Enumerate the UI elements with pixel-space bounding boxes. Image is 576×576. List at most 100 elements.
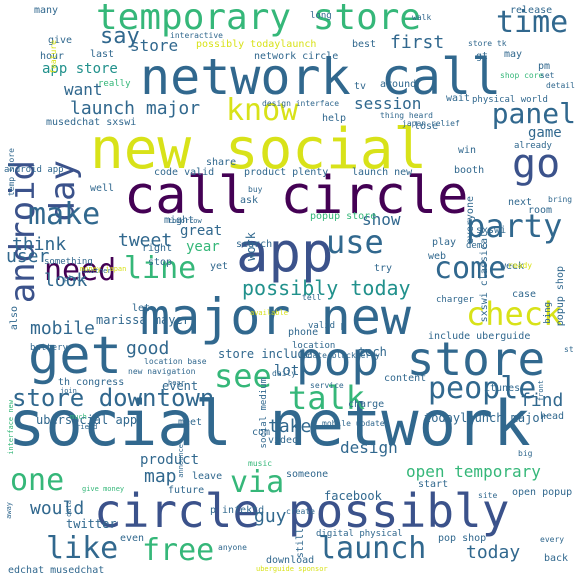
word: people bbox=[428, 371, 537, 406]
word: announce bbox=[177, 444, 185, 478]
word: possibly todaylaunch bbox=[196, 39, 317, 50]
word: new navigation bbox=[128, 367, 196, 376]
word: music bbox=[248, 459, 273, 468]
word: th congress bbox=[58, 377, 125, 388]
word: one bbox=[10, 463, 65, 498]
word: around bbox=[380, 79, 417, 90]
word: try bbox=[374, 263, 393, 274]
word: data bbox=[65, 500, 73, 517]
word: week bbox=[500, 261, 525, 272]
word: twitter bbox=[66, 517, 117, 531]
word: tomorrow bbox=[168, 217, 202, 225]
word: search bbox=[236, 239, 273, 250]
word: charge bbox=[348, 399, 385, 410]
word: would bbox=[30, 498, 85, 519]
word: next bbox=[508, 197, 533, 208]
word: let bbox=[132, 303, 151, 314]
word: open temporary bbox=[406, 462, 541, 481]
word: head bbox=[540, 411, 565, 422]
word: say bbox=[100, 24, 140, 49]
word: new social bbox=[90, 117, 428, 182]
word: network circle bbox=[254, 51, 339, 62]
word: event bbox=[162, 379, 199, 393]
word: digital physical bbox=[316, 529, 403, 539]
word: thing heard bbox=[380, 111, 433, 120]
word: app store bbox=[42, 61, 118, 77]
word: facebook bbox=[324, 489, 382, 503]
word: case bbox=[512, 289, 537, 300]
word: tv bbox=[354, 81, 367, 92]
word: long bbox=[310, 11, 332, 21]
word: code valid bbox=[154, 167, 215, 178]
word: bring bbox=[548, 195, 573, 204]
word: place bbox=[64, 275, 86, 283]
word: come bbox=[434, 251, 507, 286]
word: itunes bbox=[484, 383, 521, 394]
word: know bbox=[226, 93, 299, 128]
word: set bbox=[540, 71, 555, 80]
word: popup shop bbox=[555, 266, 566, 327]
word: give bbox=[48, 35, 73, 46]
word: really bbox=[98, 79, 131, 89]
word: launch major bbox=[70, 98, 201, 119]
word: launch new bbox=[352, 167, 413, 178]
word: mobile update bbox=[322, 419, 385, 428]
word: pm bbox=[538, 61, 551, 72]
word: charger bbox=[436, 295, 474, 305]
word: available bbox=[250, 309, 288, 317]
word: win bbox=[458, 145, 477, 156]
word: show bbox=[362, 210, 401, 229]
word: gt bbox=[476, 51, 489, 62]
word: lose bbox=[414, 121, 439, 132]
word: anyone bbox=[218, 543, 247, 552]
word: join bbox=[60, 387, 77, 395]
word: booth bbox=[454, 165, 485, 176]
word: japan relief bbox=[402, 119, 460, 128]
word: find bbox=[520, 390, 564, 411]
word: p infektd bbox=[210, 505, 265, 516]
word: big bbox=[518, 449, 533, 458]
word: meet bbox=[178, 417, 203, 428]
word: store downtown bbox=[12, 384, 215, 412]
word: time bbox=[496, 5, 569, 40]
word: share bbox=[206, 157, 237, 168]
word: good bbox=[126, 338, 170, 359]
word: help bbox=[322, 113, 347, 124]
word: check bbox=[466, 295, 563, 333]
word: everyone bbox=[465, 196, 476, 245]
word: site bbox=[478, 491, 498, 500]
word: hour bbox=[40, 51, 65, 62]
word: best bbox=[352, 39, 377, 50]
word: store include bbox=[218, 347, 312, 361]
word: sxswi bbox=[476, 225, 507, 236]
word: daily bbox=[272, 369, 297, 378]
word: possibly today bbox=[242, 276, 411, 300]
word: via bbox=[230, 465, 285, 500]
word: st bbox=[564, 345, 574, 354]
word: social network bbox=[8, 387, 531, 460]
word: pop shop bbox=[438, 533, 487, 544]
word: call circle bbox=[124, 166, 469, 226]
word: map bbox=[144, 466, 177, 487]
word: mobile bbox=[30, 318, 96, 339]
word: tech bbox=[358, 345, 387, 359]
word: every bbox=[540, 535, 565, 544]
word: give money bbox=[82, 485, 125, 493]
word: com bbox=[252, 427, 271, 438]
word: social medium bbox=[259, 378, 269, 449]
word: session bbox=[354, 94, 422, 113]
word: also bbox=[9, 306, 20, 331]
word: year bbox=[186, 239, 220, 255]
word: buy bbox=[248, 185, 263, 194]
word: think bbox=[12, 234, 67, 255]
word: play bbox=[432, 237, 457, 248]
word: line bbox=[124, 251, 197, 286]
word: something bbox=[44, 257, 93, 267]
word: well bbox=[90, 183, 115, 194]
word: musedchat sxswi bbox=[46, 117, 137, 128]
word: product bbox=[140, 452, 200, 468]
word: might bbox=[164, 215, 195, 226]
word: game bbox=[528, 125, 562, 141]
word: panel bbox=[491, 97, 576, 130]
word: room bbox=[528, 205, 553, 216]
